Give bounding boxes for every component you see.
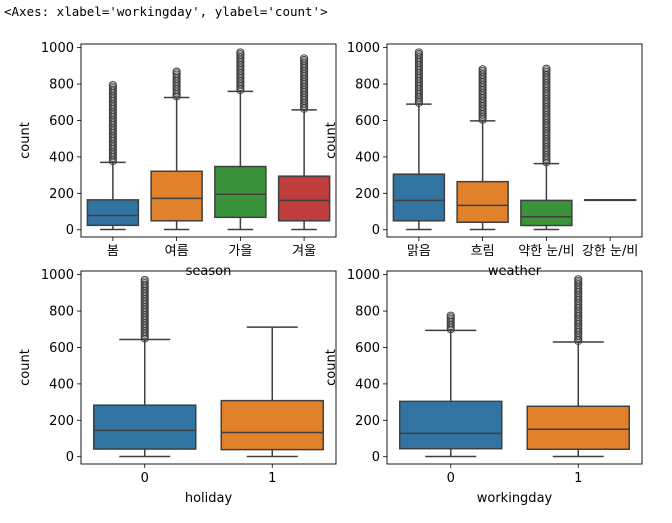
box-season-0 [86, 80, 140, 231]
x-axis-label: season [186, 264, 232, 279]
ytick-label: 200 [355, 414, 380, 429]
ytick-label: 800 [49, 78, 74, 93]
y-axis-label: count [324, 122, 339, 159]
x-axis-label: workingday [477, 491, 553, 506]
ytick-label: 1000 [41, 268, 74, 283]
y-axis-label: count [324, 349, 339, 386]
fliers [478, 65, 487, 124]
axes-frame [386, 43, 643, 238]
ytick-label: 1000 [41, 41, 74, 56]
xtick-label: 0 [141, 471, 149, 486]
subplot-workingday: 0 200 400 600 800 1000 0 1 workingday count [324, 268, 643, 506]
box-body [150, 170, 203, 222]
ytick-label: 200 [49, 187, 74, 202]
box-body [93, 404, 197, 450]
box-season-3 [277, 54, 331, 231]
ytick-label: 600 [49, 114, 74, 129]
fliers [140, 275, 149, 343]
fliers [300, 54, 309, 113]
ytick-label: 0 [372, 450, 380, 465]
box-holiday-1 [220, 326, 324, 458]
x-axis-label: weather [488, 264, 542, 279]
axes-frame [80, 270, 337, 465]
box-workingday-1 [526, 275, 630, 458]
xtick-label: 가을 [228, 244, 252, 259]
ytick-label: 0 [66, 450, 74, 465]
subplot-holiday: 0 200 400 600 800 1000 0 1 holiday count [18, 268, 337, 506]
fliers [236, 48, 245, 95]
box-body [520, 199, 573, 227]
xtick-label: 맑음 [407, 244, 431, 259]
xtick-label: 흐림 [471, 244, 495, 259]
ytick-label: 800 [355, 78, 380, 93]
fliers [172, 67, 181, 101]
ytick-label: 800 [355, 305, 380, 320]
ytick-label: 0 [372, 223, 380, 238]
y-axis-label: count [18, 349, 33, 386]
ytick-label: 1000 [347, 268, 380, 283]
ytick-label: 400 [49, 150, 74, 165]
xtick-label: 약한 눈/비 [518, 244, 574, 259]
xtick-label: 봄 [107, 244, 119, 259]
box-body [399, 400, 503, 450]
ytick-label: 600 [49, 341, 74, 356]
box-body [456, 180, 509, 224]
ytick-label: 0 [66, 223, 74, 238]
xtick-label: 강한 눈/비 [582, 244, 638, 259]
box-body [392, 173, 446, 222]
fliers [542, 64, 551, 167]
box-body [214, 165, 267, 219]
ytick-label: 600 [355, 341, 380, 356]
box-body [277, 175, 331, 222]
box-season-1 [150, 67, 203, 231]
xtick-label: 겨울 [292, 244, 316, 259]
fliers [574, 275, 583, 345]
ytick-label: 200 [355, 187, 380, 202]
subplot-season: 0 200 400 600 800 1000 봄 여름 가을 겨울 season count [18, 41, 337, 279]
x-axis-label: holiday [185, 491, 233, 506]
box-weather-1 [456, 65, 509, 231]
xtick-label: 1 [268, 471, 276, 486]
box-season-2 [214, 48, 267, 231]
xtick-label: 여름 [165, 244, 189, 259]
box-weather-0 [392, 48, 446, 231]
fliers [414, 48, 423, 107]
box-body [86, 199, 140, 227]
box-weather-3 [583, 199, 637, 202]
fliers [108, 80, 117, 166]
xtick-label: 1 [574, 471, 582, 486]
axes-frame [386, 270, 643, 465]
xtick-label: 0 [447, 471, 455, 486]
box-workingday-0 [399, 311, 503, 458]
output-repr-text: <Axes: xlabel='workingday', ylabel='coun… [4, 4, 328, 19]
y-axis-label: count [18, 122, 33, 159]
ytick-label: 1000 [347, 41, 380, 56]
box-body [526, 405, 630, 451]
box-holiday-0 [93, 275, 197, 458]
ytick-label: 600 [355, 114, 380, 129]
ytick-label: 400 [355, 377, 380, 392]
ytick-label: 800 [49, 305, 74, 320]
ytick-label: 200 [49, 414, 74, 429]
box-body [220, 399, 324, 451]
ytick-label: 400 [49, 377, 74, 392]
box-weather-2 [520, 64, 573, 231]
subplot-weather: 0 200 400 600 800 1000 맑음 흐림 약한 눈/비 강한 눈/비 weather… [324, 41, 643, 279]
axes-frame [80, 43, 337, 238]
ytick-label: 400 [355, 150, 380, 165]
